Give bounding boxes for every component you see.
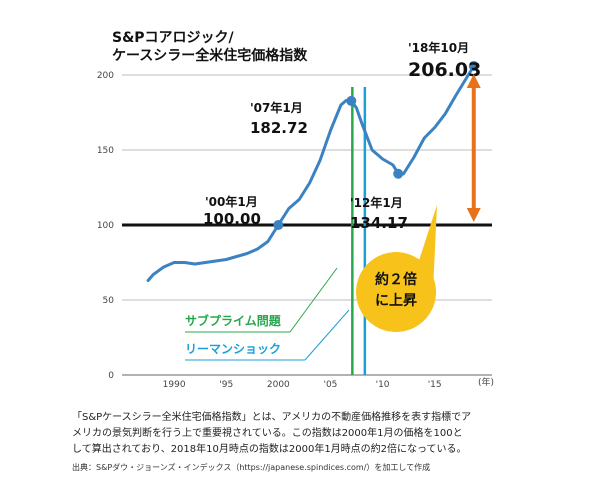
arrow-head-up [466, 73, 481, 88]
y-tick-50: 50 [103, 296, 115, 306]
series-line [146, 64, 476, 282]
x-axis-ticks: 1990 '95 2000 '05 '10 '15 [163, 380, 442, 390]
note-line-1: 「S&Pケースシラー全米住宅価格指数」とは、アメリカの不動産価格推移を表す指標で… [72, 412, 472, 423]
y-tick-200: 200 [97, 71, 114, 81]
chart-title-line-2: ケースシラー全米住宅価格指数 [112, 47, 308, 64]
x-tick-2015: '15 [428, 380, 442, 390]
callout-line-2: に上昇 [375, 293, 417, 309]
arrow-head-down [466, 208, 481, 222]
callout-bubble [356, 205, 437, 333]
annotation-2000-date: '00年1月 [205, 194, 258, 209]
house-price-chart: S&Pコアロジック/ ケースシラー全米住宅価格指数 200 150 100 50 0 1… [97, 30, 494, 390]
x-tick-2005: '05 [323, 380, 337, 390]
description-note: 「S&Pケースシラー全米住宅価格指数」とは、アメリカの不動産価格推移を表す指標で… [72, 410, 542, 458]
note-line-2: メリカの景気判断を行う上で重要視されている。この指数は2000年1月の価格を10… [72, 428, 463, 439]
note-line-3: して算出されており、2018年10月時点の指数は2000年1月時点の約2倍になっ… [72, 444, 467, 455]
lehman-label: リーマンショック [185, 342, 281, 356]
subprime-label: サブプライム問題 [185, 313, 282, 328]
x-tick-2000: 2000 [267, 380, 290, 390]
marker-2007 [346, 95, 357, 106]
x-tick-2010: '10 [376, 380, 390, 390]
x-tick-1990: 1990 [163, 380, 186, 390]
y-tick-0: 0 [108, 371, 114, 381]
annotation-2012-value: 134.17 [350, 214, 408, 232]
subprime-leader [289, 267, 338, 333]
annotation-2018-value: 206.03 [408, 59, 481, 81]
y-tick-100: 100 [97, 221, 114, 231]
marker-2011.5 [393, 168, 404, 179]
annotation-2012-date: '12年1月 [350, 195, 403, 210]
annotation-2007-value: 182.72 [250, 119, 308, 137]
annotation-2000-value: 100.00 [203, 210, 261, 228]
source-credit: 出典：S&Pダウ・ジョーンズ・インデックス（https://japanese.s… [72, 463, 431, 472]
marker-2018.75 [468, 60, 479, 71]
x-axis-unit: (年) [478, 376, 494, 388]
chart-title-line-1: S&Pコアロジック/ [112, 30, 235, 46]
annotation-2007-date: '07年1月 [250, 100, 303, 115]
x-tick-1995: '95 [219, 380, 233, 390]
lehman-leader [304, 309, 350, 361]
marker-2000 [273, 220, 284, 230]
growth-arrow [466, 73, 481, 222]
y-tick-150: 150 [97, 146, 114, 156]
series-markers [273, 60, 479, 230]
annotation-2018-date: '18年10月 [408, 40, 469, 55]
callout-line-1: 約２倍 [375, 271, 417, 288]
y-axis-ticks: 200 150 100 50 0 [97, 71, 114, 381]
